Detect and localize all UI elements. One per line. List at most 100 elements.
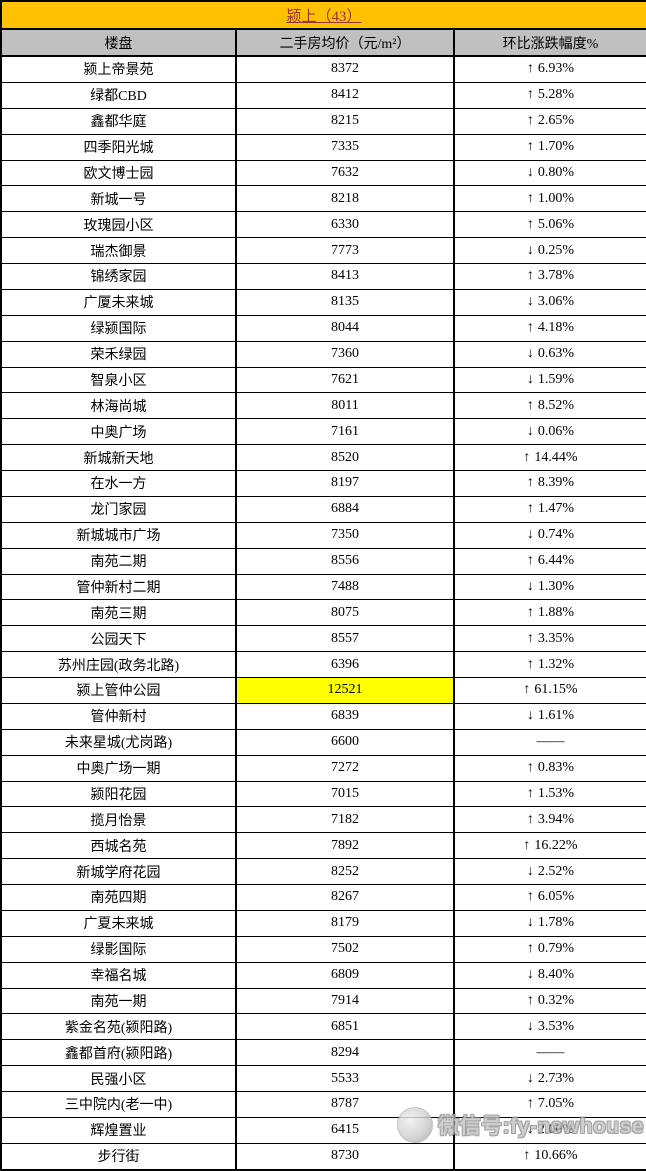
table-row: 广厦未来城 8135 ↓ 3.06%	[0, 288, 646, 316]
change-value: 14.44%	[534, 449, 578, 465]
table-row: 南苑三期 8075 ↑ 1.88%	[0, 599, 646, 627]
change-value: 3.78%	[537, 268, 575, 284]
change-cell: ——	[453, 728, 646, 756]
price-value: 5533	[235, 1065, 455, 1093]
building-name: 鑫都华庭	[0, 107, 237, 135]
change-cell: ↓ 0.74%	[453, 521, 646, 549]
change-value: 0.74%	[537, 527, 575, 543]
price-value: 7632	[235, 159, 455, 187]
arrow-up-icon: ↑	[526, 320, 534, 336]
table-row: 瑞杰御景 7773 ↓ 0.25%	[0, 237, 646, 265]
building-name: 荣禾绿园	[0, 340, 237, 368]
arrow-down-icon: ↓	[526, 346, 534, 362]
price-value: 6396	[235, 651, 455, 679]
arrow-down-icon: ↓	[526, 371, 534, 387]
building-name: 广夏未来城	[0, 909, 237, 937]
price-value: 7621	[235, 366, 455, 394]
arrow-up-icon: ↑	[523, 682, 531, 698]
table-row: 紫金名苑(颍阳路) 6851 ↓ 3.53%	[0, 1013, 646, 1041]
arrow-up-icon: ↑	[526, 656, 534, 672]
change-value: 0.80%	[537, 164, 575, 180]
price-value: 6851	[235, 1013, 455, 1041]
price-value: 7488	[235, 573, 455, 601]
change-cell: ↓ 2.52%	[453, 858, 646, 886]
change-value: 2.65%	[537, 113, 575, 129]
arrow-down-icon: ↓	[526, 1018, 534, 1034]
table-row: 管仲新村二期 7488 ↓ 1.30%	[0, 573, 646, 601]
price-value: 6809	[235, 961, 455, 989]
price-value: 7914	[235, 987, 455, 1015]
arrow-up-icon: ↑	[523, 837, 531, 853]
change-value: 8.39%	[537, 475, 575, 491]
price-value: 8197	[235, 470, 455, 497]
arrow-up-icon: ↑	[526, 61, 534, 77]
change-cell: ↑ 0.79%	[453, 935, 646, 963]
table-row: 颍阳花园 7015 ↑ 1.53%	[0, 780, 646, 808]
price-value: 7502	[235, 935, 455, 963]
table-row: 在水一方 8197 ↑ 8.39%	[0, 470, 646, 497]
price-value: 8044	[235, 314, 455, 342]
building-name: 南苑三期	[0, 599, 237, 627]
arrow-up-icon: ↑	[526, 501, 534, 517]
price-value: 8218	[235, 185, 455, 213]
arrow-up-icon: ↑	[526, 139, 534, 155]
price-value: 7272	[235, 754, 455, 782]
building-name: 新城学府花园	[0, 858, 237, 886]
arrow-down-icon: ↓	[526, 527, 534, 543]
building-name: 欧文博士园	[0, 159, 237, 187]
table-row: 荣禾绿园 7360 ↓ 0.63%	[0, 340, 646, 368]
change-cell: ↑ 1.53%	[453, 780, 646, 808]
change-cell: ↓ 2.73%	[453, 1065, 646, 1093]
building-name: 揽月怡景	[0, 806, 237, 834]
building-name: 幸福名城	[0, 961, 237, 989]
change-value: 0.79%	[537, 941, 575, 957]
change-cell: ↑ 6.93%	[453, 55, 646, 83]
price-value: 7182	[235, 806, 455, 834]
table-row: 锦绣家园 8413 ↑ 3.78%	[0, 263, 646, 290]
arrow-up-icon: ↑	[526, 785, 534, 801]
change-cell: ↑ 1.47%	[453, 495, 646, 523]
change-cell: ↑ 14.44%	[453, 444, 646, 472]
table-row: 玫瑰园小区 6330 ↑ 5.06%	[0, 211, 646, 239]
change-value: 8.52%	[537, 397, 575, 413]
arrow-down-icon: ↓	[526, 164, 534, 180]
change-value: 5.06%	[537, 216, 575, 232]
building-name: 管仲新村二期	[0, 573, 237, 601]
table-row: 广夏未来城 8179 ↓ 1.78%	[0, 909, 646, 937]
change-cell: ——	[453, 1039, 646, 1067]
change-value: 1.59%	[537, 371, 575, 387]
change-value: 1.30%	[537, 578, 575, 594]
price-value: 7335	[235, 133, 455, 161]
table-body: 颍上帝景苑 8372 ↑ 6.93% 绿都CBD 8412 ↑ 5.28% 鑫都华庭 8215 ↑ 2…	[0, 55, 646, 1171]
change-value: 3.94%	[537, 811, 575, 827]
table-header-row: 楼盘 二手房均价（元/m²） 环比涨跌幅度%	[0, 28, 646, 57]
building-name: 中奥广场一期	[0, 754, 237, 782]
no-change-dashes: ——	[536, 734, 565, 750]
change-value: 6.44%	[537, 553, 575, 569]
table-row: 绿颍国际 8044 ↑ 4.18%	[0, 314, 646, 342]
change-cell: ↑ 1.00%	[453, 185, 646, 213]
price-value: 8075	[235, 599, 455, 627]
arrow-up-icon: ↑	[526, 992, 534, 1008]
change-value: 0.25%	[537, 242, 575, 258]
change-value: 5.28%	[537, 87, 575, 103]
building-name: 绿都CBD	[0, 81, 237, 109]
change-value: 1.32%	[537, 656, 575, 672]
building-name: 四季阳光城	[0, 133, 237, 161]
change-cell: ↓ 2.00%	[453, 1116, 646, 1144]
price-value: 8215	[235, 107, 455, 135]
change-cell: ↓ 1.61%	[453, 702, 646, 730]
table-row: 智泉小区 7621 ↓ 1.59%	[0, 366, 646, 394]
table-row: 中奥广场一期 7272 ↑ 0.83%	[0, 754, 646, 782]
building-name: 鑫都首府(颍阳路)	[0, 1039, 237, 1067]
arrow-up-icon: ↑	[526, 1096, 534, 1112]
price-value: 12521	[235, 677, 455, 704]
arrow-up-icon: ↑	[526, 397, 534, 413]
arrow-up-icon: ↑	[526, 889, 534, 905]
arrow-up-icon: ↑	[526, 811, 534, 827]
change-cell: ↓ 1.30%	[453, 573, 646, 601]
table-row: 三中院内(老一中) 8787 ↑ 7.05%	[0, 1091, 646, 1118]
table-row: 新城城市广场 7350 ↓ 0.74%	[0, 521, 646, 549]
change-cell: ↓ 0.06%	[453, 418, 646, 446]
